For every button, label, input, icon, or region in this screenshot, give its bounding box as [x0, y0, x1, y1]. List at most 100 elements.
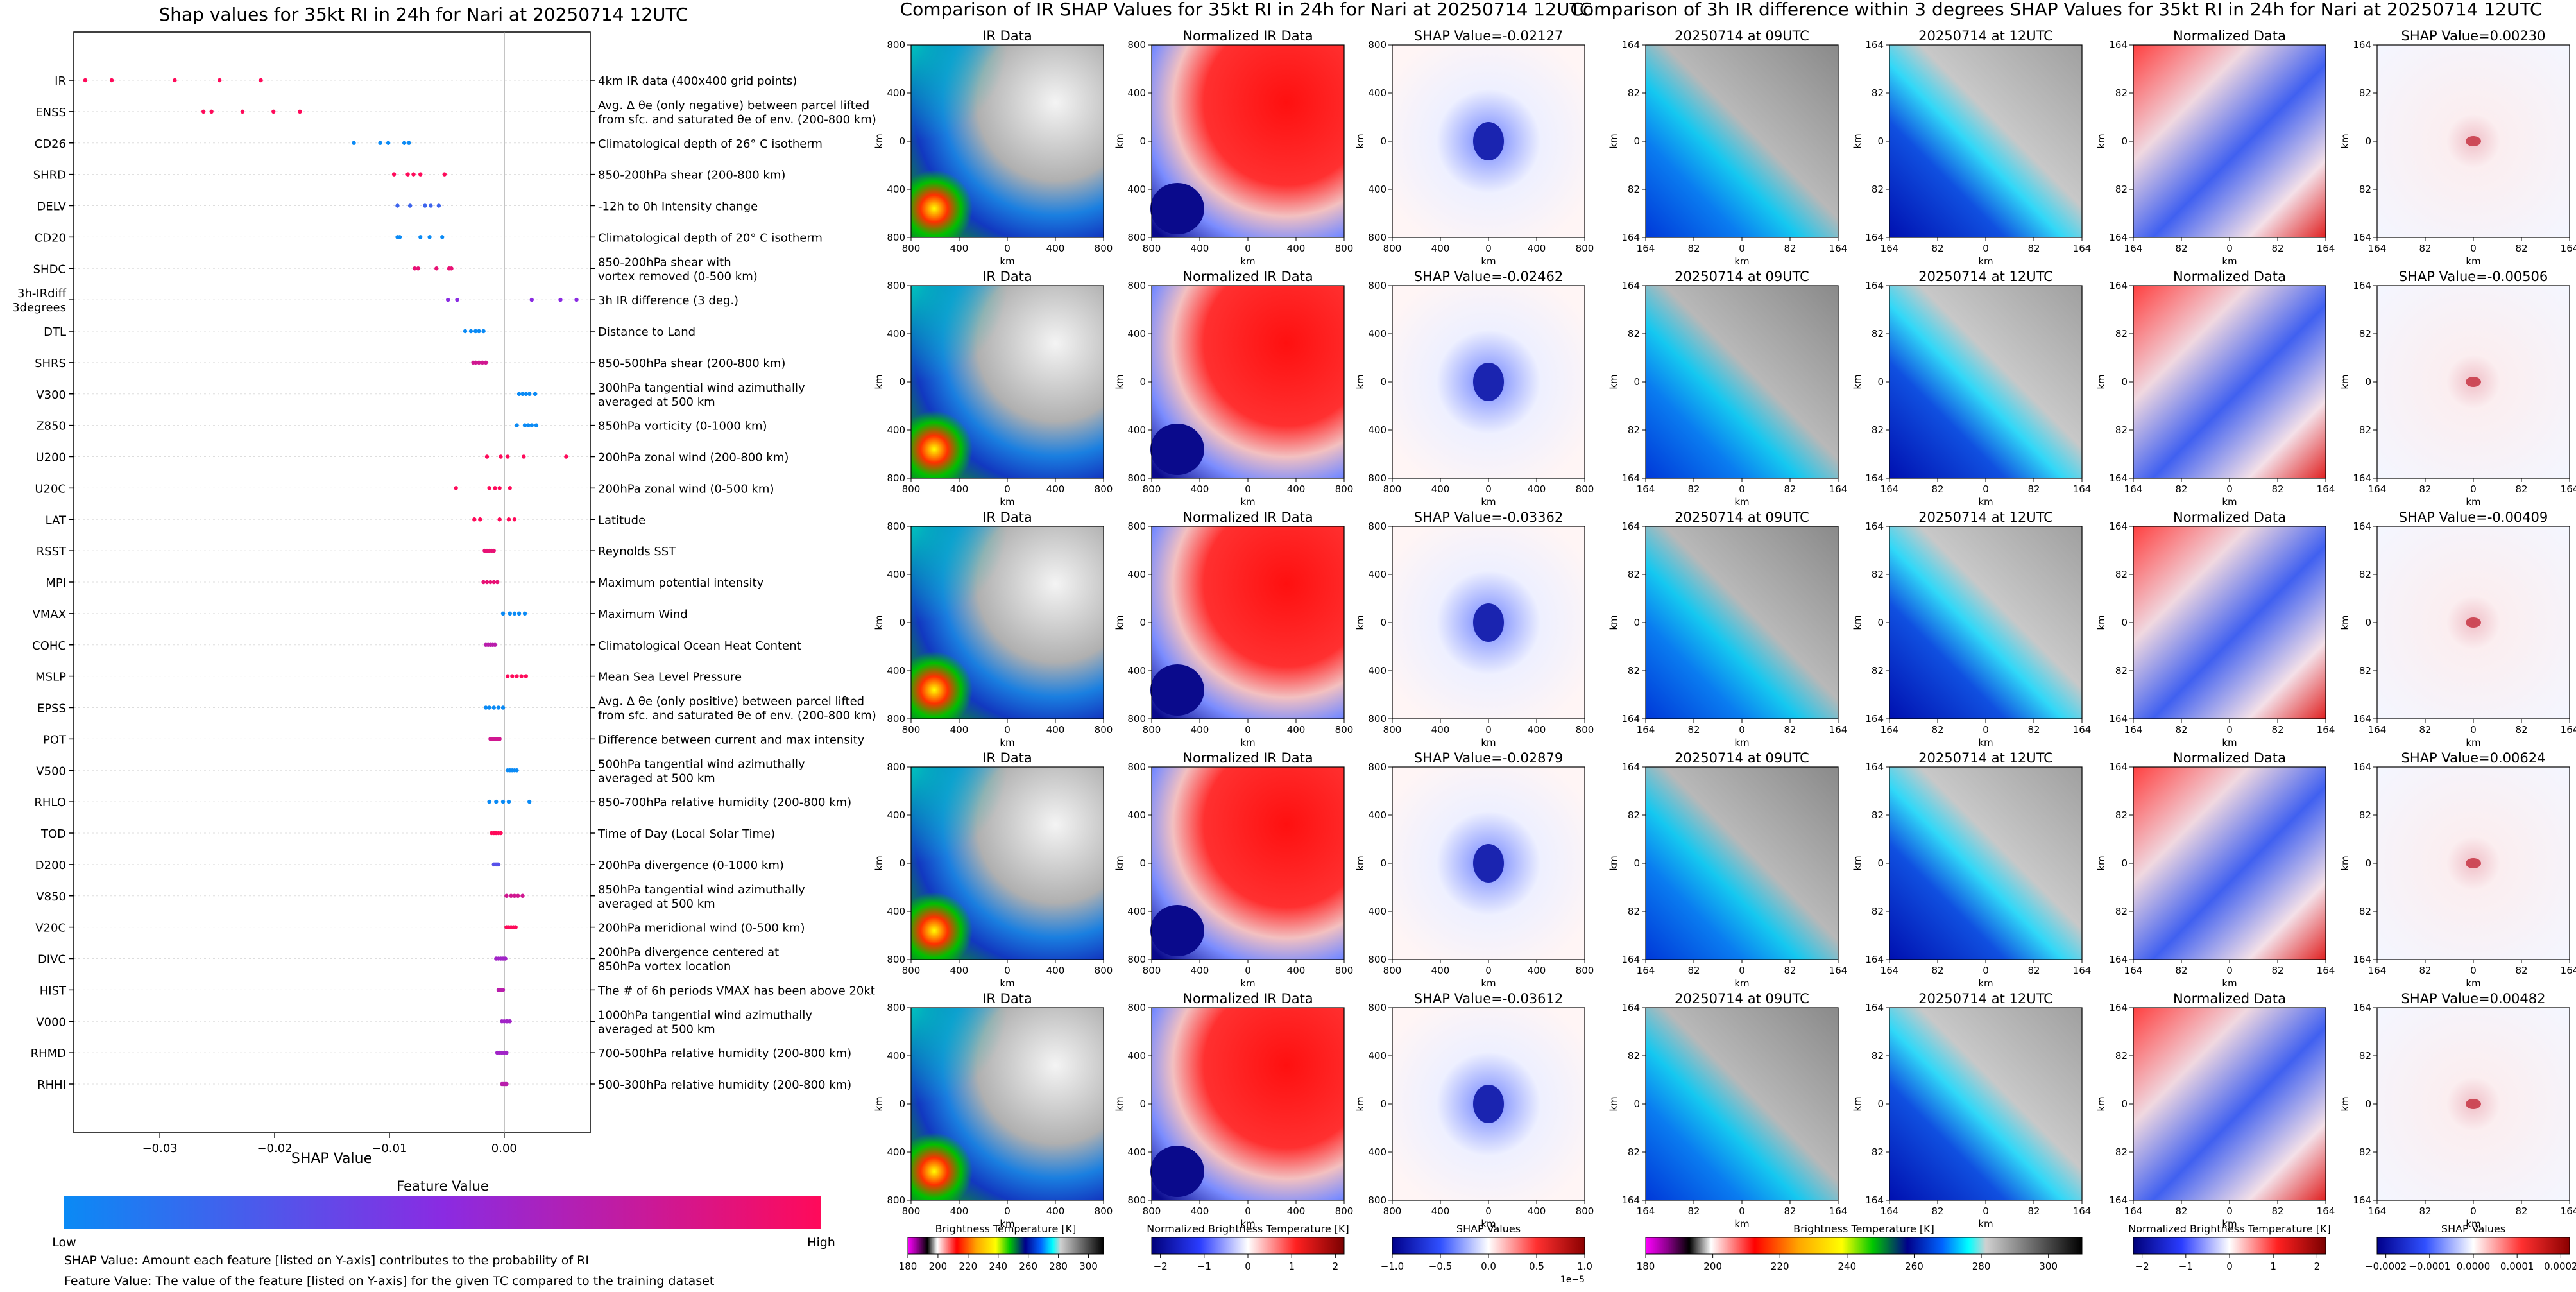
- panel-y-tick-label: 400: [1368, 87, 1386, 99]
- panel-x-tick-label: 0: [2226, 1205, 2233, 1217]
- panel-x-tick-label: 0: [2470, 1205, 2477, 1217]
- panel-x-tick-label: 82: [2271, 1205, 2283, 1217]
- panel-y-tick-label: 82: [1628, 328, 1640, 340]
- panel-x-tick-label: 82: [2027, 243, 2040, 254]
- feature-name-label: COHC: [32, 639, 66, 653]
- panel-image: [2133, 286, 2326, 478]
- shap-point: [463, 329, 468, 334]
- panel-y-tick-label: 0: [2121, 1098, 2128, 1110]
- panel-y-tick-label: 0: [1877, 1098, 1884, 1110]
- panel-y-tick-label: 800: [887, 713, 905, 725]
- panel-y-tick-label: 800: [887, 954, 905, 965]
- beeswarm-title: Shap values for 35kt RI in 24h for Nari …: [158, 4, 688, 25]
- panel-y-label: km: [2339, 856, 2351, 870]
- panel-x-label: km: [2466, 737, 2480, 748]
- panel-y-tick-label: 82: [2115, 424, 2128, 436]
- panel-x-tick-label: 0: [1485, 483, 1492, 495]
- shap-point: [504, 1050, 509, 1055]
- panel-y-tick-label: 0: [1380, 135, 1386, 147]
- panel-y-tick-label: 0: [1139, 857, 1146, 869]
- panel-title: 20250714 at 09UTC: [1675, 991, 1809, 1006]
- panel-y-tick-label: 800: [1368, 280, 1386, 291]
- panel-x-tick-label: 400: [1528, 243, 1546, 254]
- panel-x-tick-label: 82: [2175, 483, 2187, 495]
- panel-x-label: km: [1000, 255, 1014, 267]
- colorbar-tick-label: 300: [2039, 1261, 2058, 1272]
- panel-y-tick-label: 0: [1380, 857, 1386, 869]
- panel-title: 20250714 at 09UTC: [1675, 510, 1809, 525]
- shap-point: [508, 486, 512, 490]
- panel-x-tick-label: 800: [902, 724, 921, 736]
- image-panel-shap3: SHAP Value=0.002301641648282008282164164…: [2339, 28, 2576, 267]
- panel-x-tick-label: 400: [1046, 724, 1065, 736]
- panel-x-label: km: [1240, 978, 1255, 989]
- panel-y-tick-label: 164: [1865, 1194, 1884, 1206]
- colorbar-gradient: [1151, 1237, 1345, 1255]
- feature-name-label: DELV: [37, 200, 66, 214]
- feature-name-label: VMAX: [33, 608, 67, 621]
- panel-x-tick-label: 82: [2419, 483, 2431, 495]
- panel-y-label: km: [1114, 615, 1125, 630]
- panel-x-tick-label: 82: [2515, 965, 2527, 976]
- panel-y-tick-label: 800: [1127, 280, 1146, 291]
- panel-y-tick-label: 0: [1139, 1098, 1146, 1110]
- shap-point: [508, 611, 512, 616]
- shap-point: [352, 141, 356, 145]
- panel-y-tick-label: 400: [1127, 665, 1146, 676]
- feature-description: 850-200hPa shear with vortex removed (0-5…: [598, 255, 758, 283]
- panel-x-tick-label: 82: [2271, 965, 2283, 976]
- panel-x-tick-label: 400: [1287, 243, 1306, 254]
- shap-point: [429, 203, 433, 208]
- colorbar-gradient: [2133, 1237, 2326, 1255]
- panel-y-tick-label: 0: [2365, 617, 2371, 628]
- image-panel-bt12: 20250714 at 12UTC1641648282008282164164k…: [1852, 269, 2091, 508]
- panel-x-tick-label: 800: [1383, 965, 1402, 976]
- panel-x-tick-label: 82: [2271, 724, 2283, 736]
- shap-point: [298, 109, 302, 114]
- panel-x-label: km: [1240, 255, 1255, 267]
- panel-image-blob: [2466, 1099, 2481, 1109]
- panel-y-tick-label: 800: [887, 761, 905, 773]
- colorbar-tick-label: 0.0002: [2544, 1261, 2576, 1272]
- panel-x-tick-label: 0: [1983, 724, 1989, 736]
- panel-x-tick-label: 164: [1637, 1205, 1655, 1217]
- panel-y-label: km: [1608, 856, 1619, 870]
- shap-point: [516, 611, 522, 616]
- shap-point: [491, 705, 496, 710]
- image-panel-shap3: SHAP Value=-0.00506164164828200828216416…: [2339, 269, 2576, 508]
- panel-title: Normalized Data: [2173, 269, 2286, 284]
- panel-y-tick-label: 0: [899, 135, 905, 147]
- panel-title: IR Data: [982, 269, 1032, 284]
- shap-point: [506, 517, 511, 522]
- panel-title: Normalized Data: [2173, 991, 2286, 1006]
- panel-x-tick-label: 164: [2124, 1205, 2143, 1217]
- feature-name-label: DIVC: [38, 953, 66, 967]
- shap-point: [499, 454, 503, 459]
- colorbar-tick-label: −2: [2135, 1261, 2149, 1272]
- panel-x-tick-label: 0: [1245, 483, 1251, 495]
- panel-y-tick-label: 82: [1872, 1050, 1884, 1062]
- panel-x-label: km: [1481, 978, 1496, 989]
- panel-x-tick-label: 0: [1245, 1205, 1251, 1217]
- panel-x-tick-label: 0: [1004, 243, 1011, 254]
- shap-point: [522, 423, 527, 427]
- panel-title: IR Data: [982, 28, 1032, 44]
- panel-x-tick-label: 800: [1095, 243, 1113, 254]
- feature-name-label: HIST: [40, 984, 67, 997]
- panel-y-tick-label: 0: [2121, 135, 2128, 147]
- shap-point: [454, 486, 458, 490]
- panel-x-tick-label: 400: [1431, 243, 1450, 254]
- panel-y-label: km: [1608, 615, 1619, 630]
- panel-y-tick-label: 0: [2365, 135, 2371, 147]
- panel-y-label: km: [2339, 615, 2351, 630]
- panel-x-label: km: [2222, 978, 2237, 989]
- colorbar-tick-label: 0.0: [1481, 1261, 1496, 1272]
- panel-y-tick-label: 800: [1127, 472, 1146, 484]
- panel-x-tick-label: 82: [1931, 965, 1943, 976]
- feature-description: 200hPa zonal wind (200-800 km): [598, 451, 789, 465]
- panel-y-tick-label: 164: [1865, 1002, 1884, 1013]
- panel-image-blob: [2466, 136, 2481, 146]
- colorbar-label: Brightness Temperature [K]: [1793, 1223, 1934, 1235]
- panel-x-tick-label: 400: [1046, 483, 1065, 495]
- panel-y-tick-label: 82: [1872, 424, 1884, 436]
